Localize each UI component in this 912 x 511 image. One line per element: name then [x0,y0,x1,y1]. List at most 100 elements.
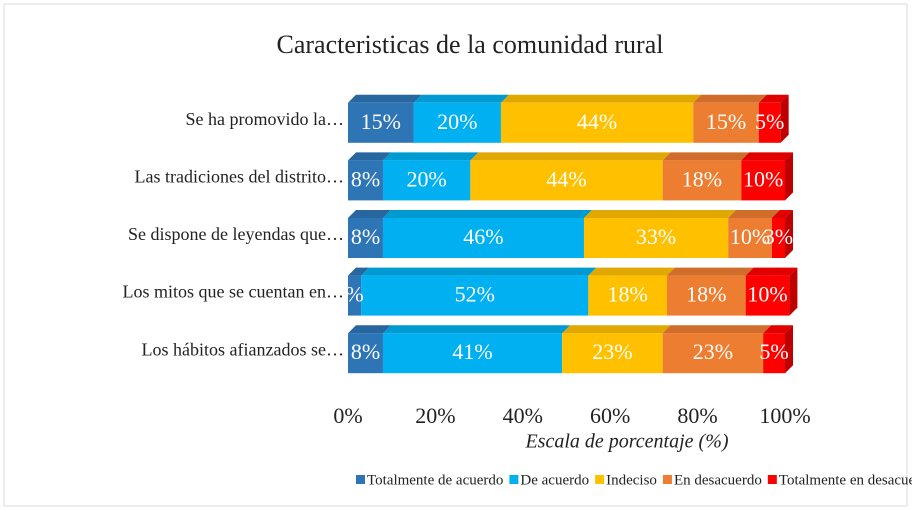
bar-top-shade [500,94,702,103]
legend-swatch [662,475,672,484]
data-label: 23% [592,339,632,364]
bar [348,275,362,316]
bar-side [789,267,798,316]
bar-top-shade [583,210,737,218]
bar [763,333,785,374]
bar [382,160,471,201]
bar [500,102,694,143]
legend-label: En desacuerdo [674,472,762,488]
bar [771,218,785,258]
bar-top-shade [728,210,780,218]
x-axis-title: Escala de porcentaje (%) [524,431,728,453]
bar-side-shade [780,94,789,143]
data-label: 20% [437,109,477,134]
bar-side [785,210,793,258]
bar-top-shade [771,210,793,218]
bar-top-shade [758,94,789,103]
x-tick-label: 100% [759,403,810,428]
bar [758,102,781,143]
bar-top-shade [662,152,750,161]
data-label: 5% [755,109,784,134]
data-label: 33% [636,224,676,249]
data-label: 44% [546,166,586,191]
y-tick-label: Se dispone de leyendas que… [128,224,344,244]
bar-top-shade [348,94,422,103]
data-label: 44% [577,109,617,134]
bar-top-shade [382,210,592,218]
bar [662,160,742,201]
y-tick-label: Los hábitos afianzados se… [142,339,344,359]
bar-top-shade [745,267,798,276]
bar-top-shade [348,210,391,218]
bar-top [382,152,479,161]
bar-top [500,94,702,103]
bar-top [382,210,592,218]
bar-top-shade [348,267,370,276]
data-label: 41% [452,339,492,364]
x-tick-label: 80% [677,403,717,428]
data-label: 46% [463,224,503,249]
bar-top-shade [662,325,772,334]
bar [741,160,785,201]
bar-top [348,325,391,334]
bar-top-shade [413,94,509,103]
data-label: 15% [706,109,746,134]
data-label: 52% [455,282,495,307]
bar-side [785,325,793,374]
bar-top-shade [667,267,754,276]
bar-top-shade [741,152,793,161]
bar [348,218,383,258]
x-tick-label: 20% [415,403,455,428]
x-tick-label: 60% [590,403,630,428]
bar-top [348,210,391,218]
bar-top-shade [693,94,767,103]
bar [382,333,563,374]
bar [745,275,790,316]
bar-top [562,325,671,334]
data-label: 18% [682,166,722,191]
bar-top [662,152,750,161]
data-label: 18% [608,282,648,307]
y-tick-label: Se ha promovido la… [186,109,344,129]
bar-top-shade [382,325,571,334]
bar-top [662,325,772,334]
bar [470,160,663,201]
bar [693,102,759,143]
data-label: % [345,282,363,307]
data-label: 10% [730,224,770,249]
legend-label: Totalmente en desacuerdo [779,472,912,488]
data-label: 3% [764,224,793,249]
legend-label: Totalmente de acuerdo [367,472,503,488]
bar-side-shade [785,152,793,201]
legend-swatch [509,475,519,484]
bar-top-shade [588,267,676,276]
bar-side [785,152,793,201]
bar [348,333,383,374]
chart-title: Caracteristicas de la comunidad rural [277,30,664,59]
bar-top [741,152,793,161]
bar [662,333,764,374]
bar-top [361,267,597,276]
bar-top [758,94,789,103]
data-label: 10% [743,166,783,191]
bar-top [728,210,780,218]
bar-top [413,94,509,103]
bar-top-shade [361,267,597,276]
bar [562,333,663,374]
y-tick-label: Los mitos que se cuentan en… [123,282,344,302]
data-label: 5% [759,339,788,364]
bar [728,218,772,258]
legend-label: De acuerdo [520,472,589,488]
data-label: 8% [351,339,380,364]
bar-top [763,325,793,334]
bar-top-shade [348,325,391,334]
legend-swatch [595,475,605,484]
bar-top [470,152,671,161]
bar-top [771,210,793,218]
bar-side-shade [789,267,798,316]
bar-top [745,267,798,276]
bar-top [382,325,571,334]
y-tick-label: Las tradiciones del distrito… [135,167,344,187]
legend-label: Indeciso [606,472,657,488]
